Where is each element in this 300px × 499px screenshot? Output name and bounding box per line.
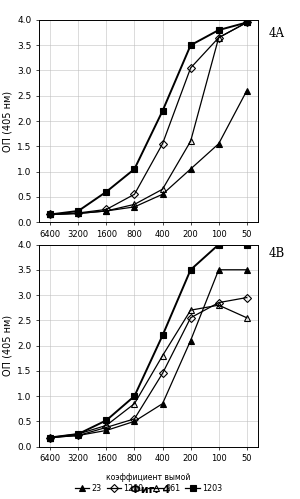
961 [133, 401, 136, 407]
Line: 1203: 1203 [47, 241, 250, 441]
23 [245, 267, 249, 273]
1203 [217, 27, 220, 33]
1200 [133, 416, 136, 422]
1203 [48, 435, 52, 441]
Line: 961: 961 [47, 302, 250, 441]
23 [217, 267, 220, 273]
1203 [76, 208, 80, 214]
1200 [133, 191, 136, 197]
1200 [245, 294, 249, 300]
Line: 1200: 1200 [47, 19, 250, 218]
23 [76, 211, 80, 217]
Legend: 23, 1200, 961, 1203: 23, 1200, 961, 1203 [71, 481, 226, 496]
961 [76, 431, 80, 437]
961 [48, 212, 52, 218]
961 [48, 435, 52, 441]
961 [245, 315, 249, 321]
1203 [105, 189, 108, 195]
1203 [76, 431, 80, 437]
1200 [76, 433, 80, 439]
1203 [189, 42, 192, 48]
23 [48, 212, 52, 218]
23 [161, 401, 164, 407]
23 [189, 166, 192, 172]
1203 [105, 417, 108, 423]
1200 [217, 34, 220, 40]
23 [133, 204, 136, 210]
Text: 4B: 4B [268, 247, 285, 260]
Text: Разведения сыворотки: Разведения сыворотки [89, 287, 208, 297]
961 [105, 422, 108, 428]
1200 [217, 299, 220, 305]
961 [161, 353, 164, 359]
1200 [105, 207, 108, 213]
1203 [133, 393, 136, 399]
1200 [161, 141, 164, 147]
1203 [245, 19, 249, 25]
961 [189, 307, 192, 313]
23 [189, 337, 192, 343]
1200 [48, 435, 52, 441]
Line: 961: 961 [47, 19, 250, 218]
23 [245, 88, 249, 94]
1200 [245, 19, 249, 25]
1203 [245, 242, 249, 248]
23 [105, 428, 108, 434]
1203 [189, 267, 192, 273]
1203 [161, 332, 164, 338]
23 [105, 208, 108, 214]
Text: коэффициент вымой: коэффициент вымой [106, 249, 191, 257]
961 [217, 34, 220, 40]
Line: 23: 23 [47, 87, 250, 218]
23 [76, 433, 80, 439]
1200 [189, 315, 192, 321]
Text: Фиг. 4: Фиг. 4 [130, 485, 170, 495]
Line: 23: 23 [47, 266, 250, 441]
961 [105, 208, 108, 214]
1200 [48, 212, 52, 218]
Text: 4A: 4A [268, 27, 284, 40]
961 [76, 211, 80, 217]
961 [217, 302, 220, 308]
Text: коэффициент вымой: коэффициент вымой [106, 473, 191, 482]
1203 [133, 166, 136, 172]
Line: 1203: 1203 [47, 19, 250, 218]
961 [189, 138, 192, 144]
1200 [76, 210, 80, 216]
Y-axis label: ОП (405 нм): ОП (405 нм) [3, 90, 13, 152]
961 [245, 19, 249, 25]
1200 [161, 370, 164, 376]
1203 [161, 108, 164, 114]
Line: 1200: 1200 [47, 294, 250, 441]
1200 [105, 425, 108, 431]
1203 [217, 242, 220, 248]
23 [161, 191, 164, 197]
Legend: 23, 1200, 961, 1203: 23, 1200, 961, 1203 [71, 256, 226, 271]
961 [161, 186, 164, 192]
23 [217, 141, 220, 147]
23 [133, 418, 136, 424]
1200 [189, 65, 192, 71]
23 [48, 435, 52, 441]
961 [133, 202, 136, 208]
Y-axis label: ОП (405 нм): ОП (405 нм) [3, 315, 13, 376]
1203 [48, 212, 52, 218]
